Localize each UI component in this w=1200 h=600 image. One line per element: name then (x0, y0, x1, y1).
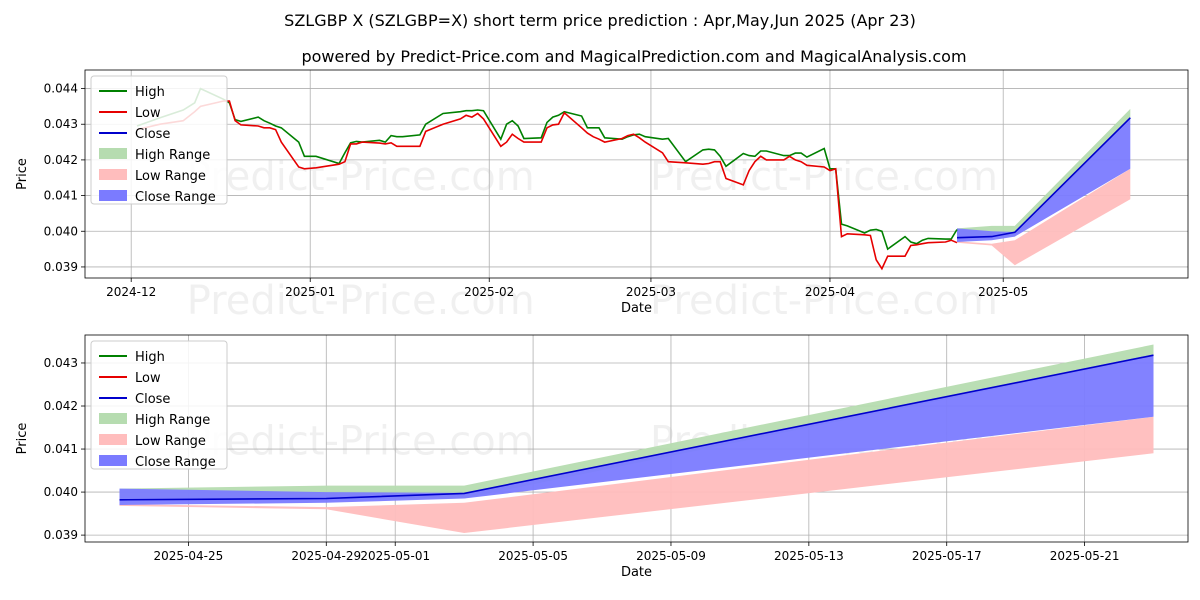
y-tick-label: 0.040 (44, 224, 78, 238)
y-axis-label: Price (15, 158, 30, 190)
y-tick-label: 0.040 (44, 485, 78, 499)
legend-label: Close (135, 392, 170, 407)
legend-swatch-patch (99, 455, 127, 466)
y-tick-label: 0.042 (44, 399, 78, 413)
axes-frame (84, 334, 1189, 543)
x-tick-label: 2025-02 (464, 285, 514, 299)
y-tick-label: 0.039 (44, 528, 78, 542)
legend-label: Low (135, 371, 161, 386)
series-line-close (956, 117, 1131, 239)
band-close-range (119, 354, 1154, 505)
x-tick-label: 2025-01 (285, 285, 335, 299)
legend-label: High Range (135, 413, 210, 428)
legend-label: High (135, 85, 165, 100)
watermark-text: Predict-Price.com (187, 419, 535, 465)
y-tick-label: 0.044 (44, 82, 78, 96)
legend-swatch-patch (99, 148, 127, 159)
legend-label: Close (135, 127, 170, 142)
x-tick-label: 2025-05-05 (498, 549, 568, 563)
axes-frame (84, 69, 1189, 279)
legend-label: Low (135, 106, 161, 121)
y-tick-label: 0.039 (44, 260, 78, 274)
y-tick-label: 0.043 (44, 356, 78, 370)
band-low-range (957, 168, 1131, 266)
legend-swatch-patch (99, 413, 127, 424)
x-tick-label: 2025-05-09 (636, 549, 706, 563)
plot-area (119, 344, 1154, 533)
x-tick-label: 2025-05-01 (360, 549, 430, 563)
x-tick-label: 2025-05-13 (774, 549, 844, 563)
y-tick-label: 0.042 (44, 153, 78, 167)
chart-subtitle: powered by Predict-Price.com and Magical… (301, 47, 966, 66)
watermark-text: Predict-Price.com (650, 278, 998, 324)
x-tick-label: 2025-05-21 (1050, 549, 1120, 563)
x-axis-label: Date (621, 301, 652, 316)
watermark-text: Predict-Price.com (650, 154, 998, 200)
plot-area (136, 87, 1131, 271)
y-axis-label: Price (15, 423, 30, 455)
x-tick-label: 2025-04 (805, 285, 855, 299)
y-tick-label: 0.041 (44, 442, 78, 456)
x-tick-label: 2025-04-25 (154, 549, 224, 563)
y-tick-label: 0.041 (44, 189, 78, 203)
legend-swatch-patch (99, 169, 127, 180)
legend-swatch-patch (99, 434, 127, 445)
legend-label: High Range (135, 148, 210, 163)
x-axis-label: Date (621, 565, 652, 580)
legend: High Low Close High Range Low Range Close Ran… (90, 75, 228, 205)
watermark-text: Predict-Price.com (187, 278, 535, 324)
y-tick-label: 0.043 (44, 117, 78, 131)
prediction-panel: Predict-Price.comPredict-Price.com2025-0… (15, 334, 1189, 580)
price-history-panel: Predict-Price.com Predict-Price.com Predic… (15, 69, 1189, 324)
chart-title: SZLGBP X (SZLGBP=X) short term price pre… (284, 11, 916, 30)
legend: High Low Close High Range Low Range Close Ran… (90, 340, 228, 470)
x-tick-label: 2025-03 (626, 285, 676, 299)
legend-label: Close Range (135, 455, 216, 470)
x-tick-label: 2025-04-29 (291, 549, 361, 563)
legend-label: Close Range (135, 190, 216, 205)
legend-label: Low Range (135, 169, 206, 184)
watermark-text: Predict-Price.com (187, 154, 535, 200)
x-tick-label: 2024-12 (106, 285, 156, 299)
legend-label: High (135, 350, 165, 365)
band-close-range (957, 117, 1131, 242)
band-low-range (119, 416, 1154, 533)
legend-label: Low Range (135, 434, 206, 449)
x-tick-label: 2025-05 (978, 285, 1028, 299)
series-line-low (136, 100, 958, 271)
legend-swatch-patch (99, 190, 127, 201)
series-line-close (119, 354, 1154, 501)
x-tick-label: 2025-05-17 (912, 549, 982, 563)
